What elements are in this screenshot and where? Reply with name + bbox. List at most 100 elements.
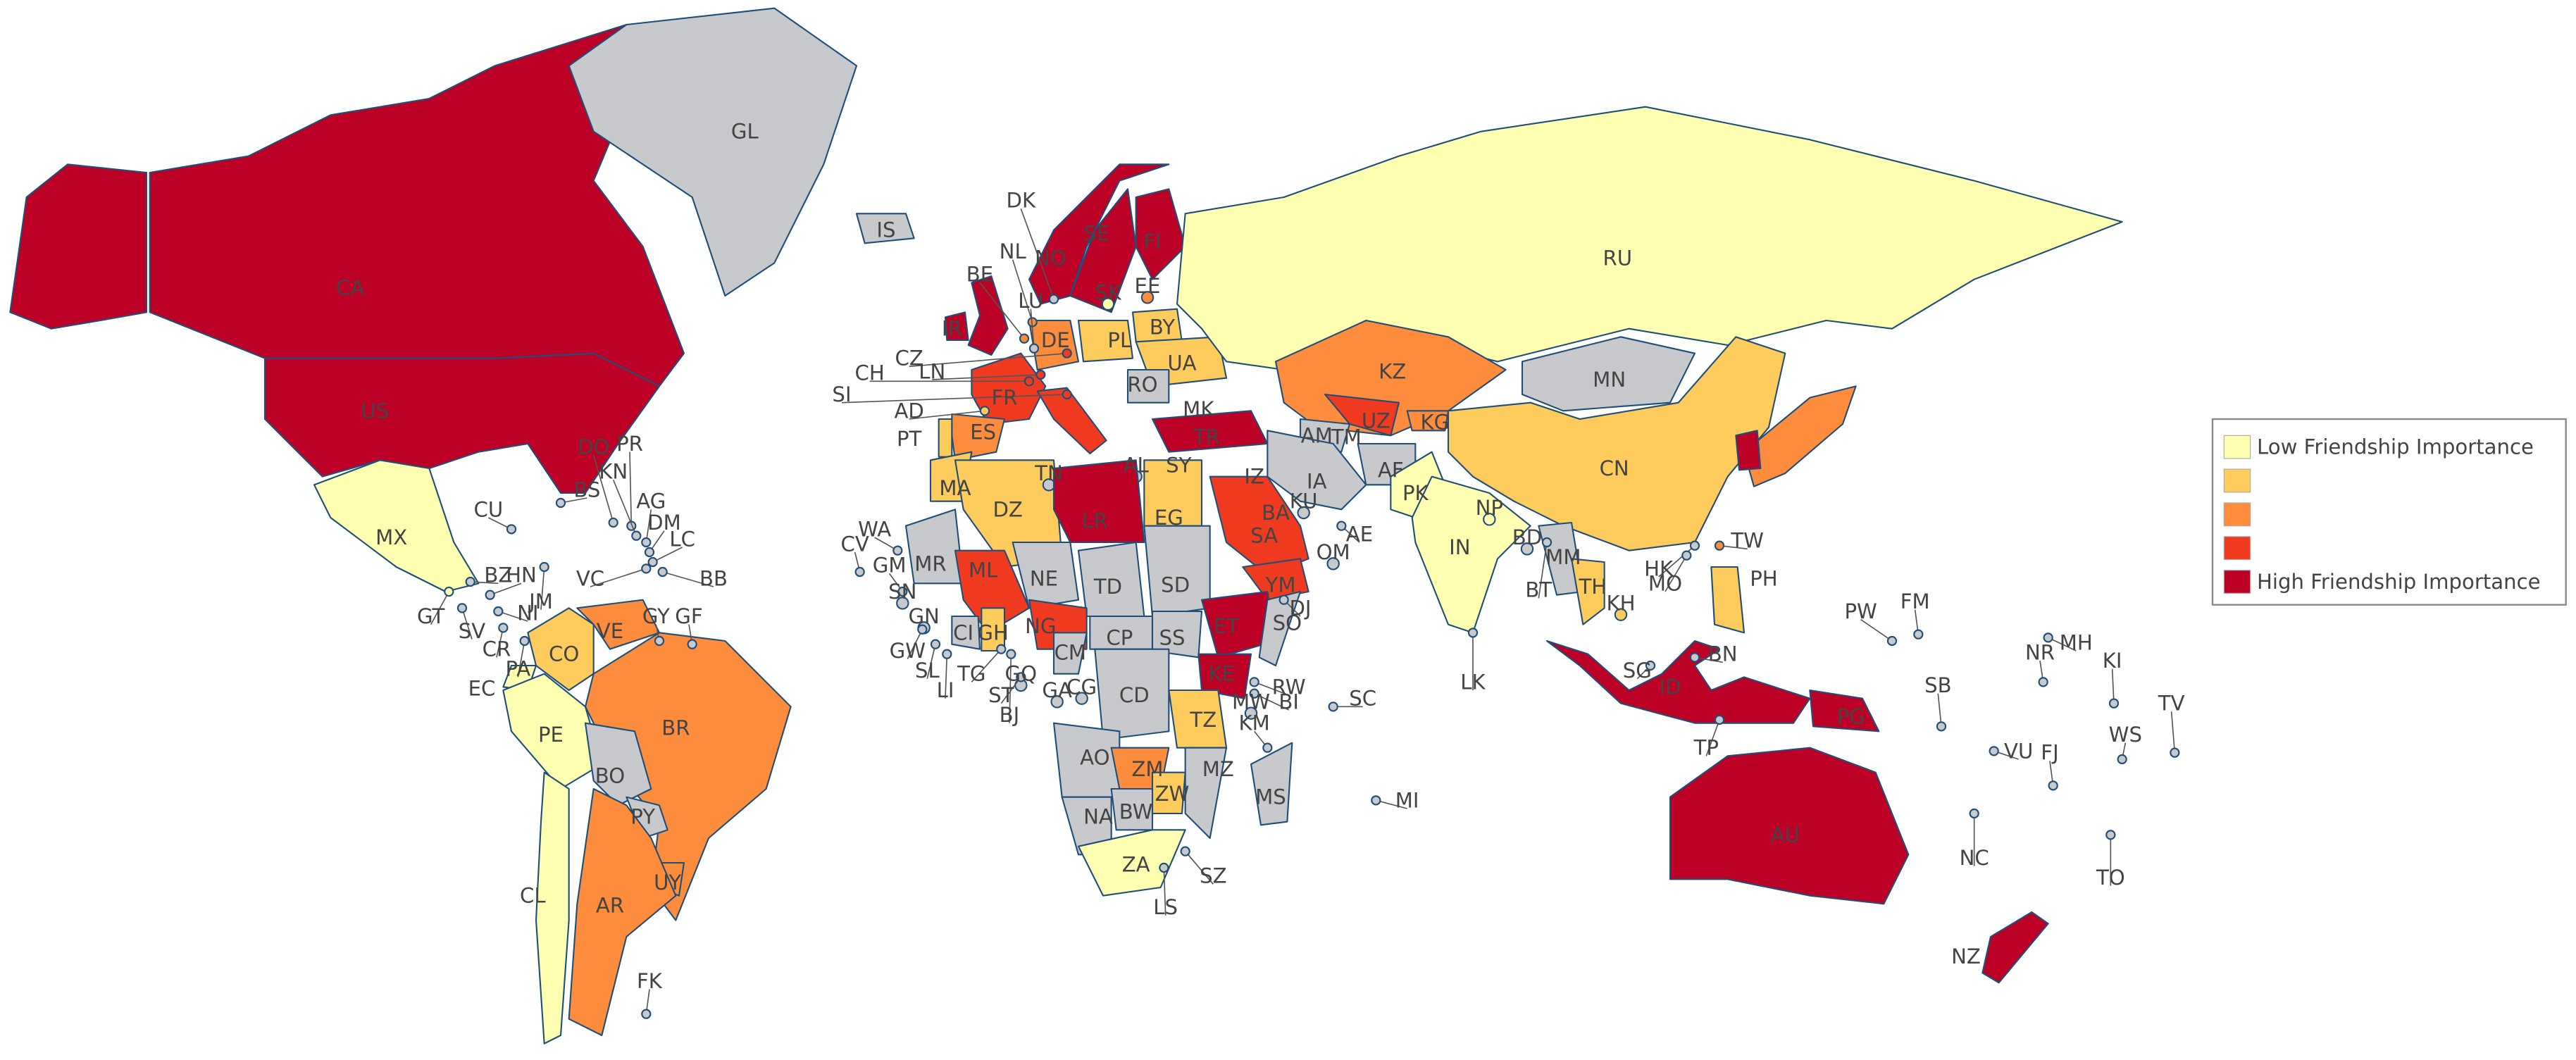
country-dot [2043, 632, 2053, 643]
country-label: CO [549, 642, 579, 666]
leader-line [1538, 542, 1548, 599]
country-dot [1023, 376, 1035, 387]
country-dot [1886, 635, 1898, 647]
country-label: CG [1066, 675, 1097, 699]
country-dot [657, 566, 668, 578]
country-label: SK [1095, 280, 1122, 304]
country-label: MN [1593, 368, 1626, 392]
country [1069, 188, 1137, 313]
country-label: TV [2158, 692, 2185, 716]
country-dot [2105, 830, 2116, 840]
country [1077, 829, 1186, 897]
country-label: UZ [1362, 409, 1390, 432]
country [1521, 336, 1696, 412]
country-label: RU [1603, 246, 1633, 270]
country-label: BW [1119, 800, 1153, 824]
country-dot [1075, 692, 1088, 705]
country-label: OM [1317, 540, 1350, 564]
country-label: NI [517, 601, 538, 625]
country-label: NZ [1951, 944, 1981, 968]
leader-line [1009, 654, 1012, 723]
country-label: TN [1034, 461, 1063, 485]
leader-line [1860, 618, 1893, 642]
country-dot [465, 576, 475, 587]
country-label: BR [661, 716, 690, 740]
country-label: IZ [1244, 465, 1264, 489]
country [1570, 558, 1605, 625]
country-dot [1483, 513, 1496, 526]
country-label: NO [1035, 246, 1066, 270]
leader-line [1000, 676, 1021, 704]
leader-line [430, 591, 450, 625]
country-label: VC [576, 566, 604, 590]
country-label: DO [578, 435, 609, 459]
country-dot [917, 624, 928, 635]
country-label: ZW [1155, 782, 1190, 806]
country-label: DK [1007, 189, 1036, 213]
country [1176, 106, 2123, 371]
country-dot [2170, 747, 2180, 758]
country-dot [647, 556, 658, 568]
country [1209, 475, 1309, 576]
country-dot [896, 597, 909, 610]
country-label: LU [1018, 289, 1043, 313]
country-dot [942, 649, 952, 659]
country-dot [1614, 608, 1628, 621]
legend-swatch [2223, 502, 2251, 527]
country-label: NP [1476, 496, 1503, 520]
country-label: WA [858, 517, 891, 541]
country-dot [1520, 542, 1534, 556]
country-label: SZ [1200, 864, 1226, 888]
leader-line [1705, 719, 1720, 756]
country-dot [892, 545, 903, 556]
country-dot [1062, 389, 1072, 400]
country-label: MX [375, 525, 407, 549]
leader-line [979, 282, 1025, 339]
country-label: MW [1232, 690, 1270, 713]
country-dot [1645, 660, 1656, 671]
leader-line [498, 611, 528, 622]
country-dot [1689, 652, 1700, 663]
country-label: GY [642, 604, 670, 628]
country-label: ST [988, 683, 1014, 707]
country-label: IA [1307, 470, 1327, 494]
country-label: GQ [1005, 662, 1038, 686]
country-dot [641, 1009, 652, 1019]
country [1981, 911, 2049, 984]
legend-swatch [2223, 468, 2251, 493]
country-dot [555, 497, 566, 509]
country-label: DZ [993, 497, 1022, 521]
country-label: TW [1730, 529, 1764, 553]
country-label: AG [636, 490, 666, 513]
country-dot [1262, 742, 1273, 753]
legend: Low Friendship Importance High Friendship… [2211, 418, 2567, 606]
leader-line [540, 566, 545, 610]
country-label: TP [1693, 736, 1719, 760]
country-label: AE [1346, 522, 1373, 546]
country-label: KM [1239, 711, 1270, 735]
country-dot [456, 603, 468, 613]
leader-line [662, 571, 714, 587]
country [1135, 188, 1186, 280]
country [9, 163, 661, 494]
country-label: SY [1166, 453, 1192, 477]
country-label: JM [528, 590, 553, 613]
country-label: AO [1080, 746, 1109, 770]
leader-line [2170, 711, 2176, 753]
country-dot [644, 547, 655, 558]
country-label: FR [991, 386, 1017, 410]
country [1743, 385, 1857, 487]
country [1669, 747, 1910, 905]
country-label: ES [970, 420, 996, 444]
country-label: EE [1135, 274, 1161, 298]
leader-line [1254, 692, 1290, 711]
country-label: PL [1107, 328, 1132, 352]
country-label: BD [1512, 525, 1542, 549]
legend-swatch [2223, 536, 2251, 561]
country-label: CU [473, 497, 503, 521]
country-dot [2108, 698, 2120, 709]
country-label: IS [876, 218, 895, 242]
country-label: HK [1644, 556, 1674, 580]
country-label: TZ [1189, 708, 1217, 732]
leader-line [1254, 681, 1289, 696]
